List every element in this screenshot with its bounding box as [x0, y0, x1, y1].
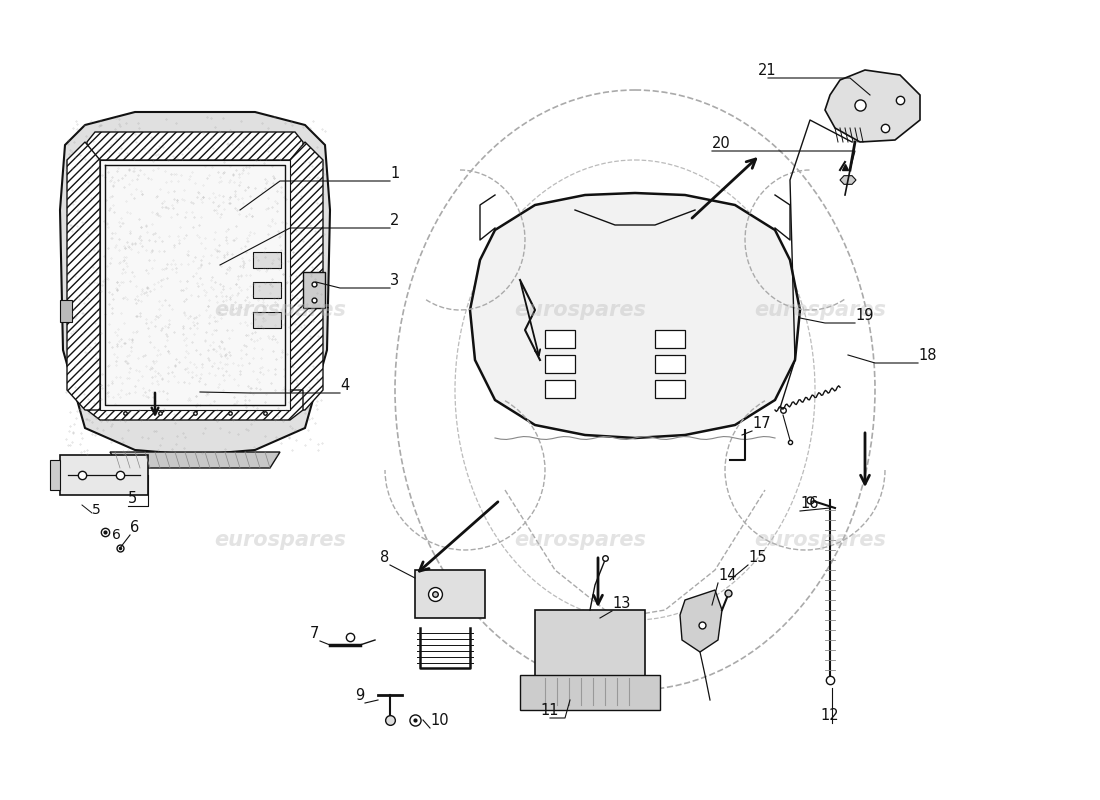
Bar	[50, 460, 60, 490]
Text: 7: 7	[310, 626, 319, 641]
Text: 15: 15	[748, 550, 767, 565]
Bar	[60, 300, 72, 322]
Bar	[535, 610, 645, 690]
Polygon shape	[680, 590, 722, 652]
Text: 14: 14	[718, 568, 737, 583]
Text: 1: 1	[390, 166, 399, 181]
Bar	[544, 355, 575, 373]
Text: 4: 4	[340, 378, 350, 393]
Text: eurospares: eurospares	[514, 530, 646, 550]
Text: 10: 10	[430, 713, 449, 728]
Bar	[544, 380, 575, 398]
Text: 16: 16	[800, 496, 818, 511]
Text: 6: 6	[130, 520, 140, 535]
Bar	[654, 380, 685, 398]
Text: 6: 6	[112, 528, 121, 542]
Polygon shape	[840, 176, 856, 184]
Bar	[415, 570, 485, 618]
Polygon shape	[100, 160, 290, 410]
Polygon shape	[67, 142, 100, 410]
Bar	[302, 272, 324, 308]
Bar	[520, 675, 660, 710]
Bar	[60, 455, 148, 495]
Polygon shape	[825, 70, 920, 142]
Text: 5: 5	[92, 503, 101, 517]
Text: 21: 21	[758, 63, 777, 78]
Text: eurospares: eurospares	[214, 530, 345, 550]
Text: 13: 13	[612, 596, 630, 611]
Polygon shape	[290, 142, 323, 410]
Text: 3: 3	[390, 273, 399, 288]
Text: eurospares: eurospares	[514, 300, 646, 320]
Bar	[654, 330, 685, 348]
Text: 8: 8	[379, 550, 389, 565]
Text: 12: 12	[820, 708, 838, 723]
Bar	[253, 252, 280, 268]
Text: eurospares: eurospares	[214, 300, 345, 320]
Bar	[253, 312, 280, 328]
Text: 9: 9	[355, 688, 364, 703]
Polygon shape	[110, 452, 280, 468]
Bar	[654, 355, 685, 373]
Text: 2: 2	[390, 213, 399, 228]
Polygon shape	[470, 193, 800, 438]
Text: eurospares: eurospares	[755, 300, 886, 320]
Polygon shape	[87, 132, 302, 160]
Text: 19: 19	[855, 308, 873, 323]
Text: 18: 18	[918, 348, 936, 363]
Text: 5: 5	[128, 491, 138, 506]
Polygon shape	[60, 112, 330, 455]
Bar	[253, 282, 280, 298]
Text: 11: 11	[540, 703, 559, 718]
Bar	[544, 330, 575, 348]
Text: 17: 17	[752, 416, 771, 431]
Text: 20: 20	[712, 136, 730, 151]
Text: eurospares: eurospares	[755, 530, 886, 550]
Polygon shape	[87, 390, 302, 420]
